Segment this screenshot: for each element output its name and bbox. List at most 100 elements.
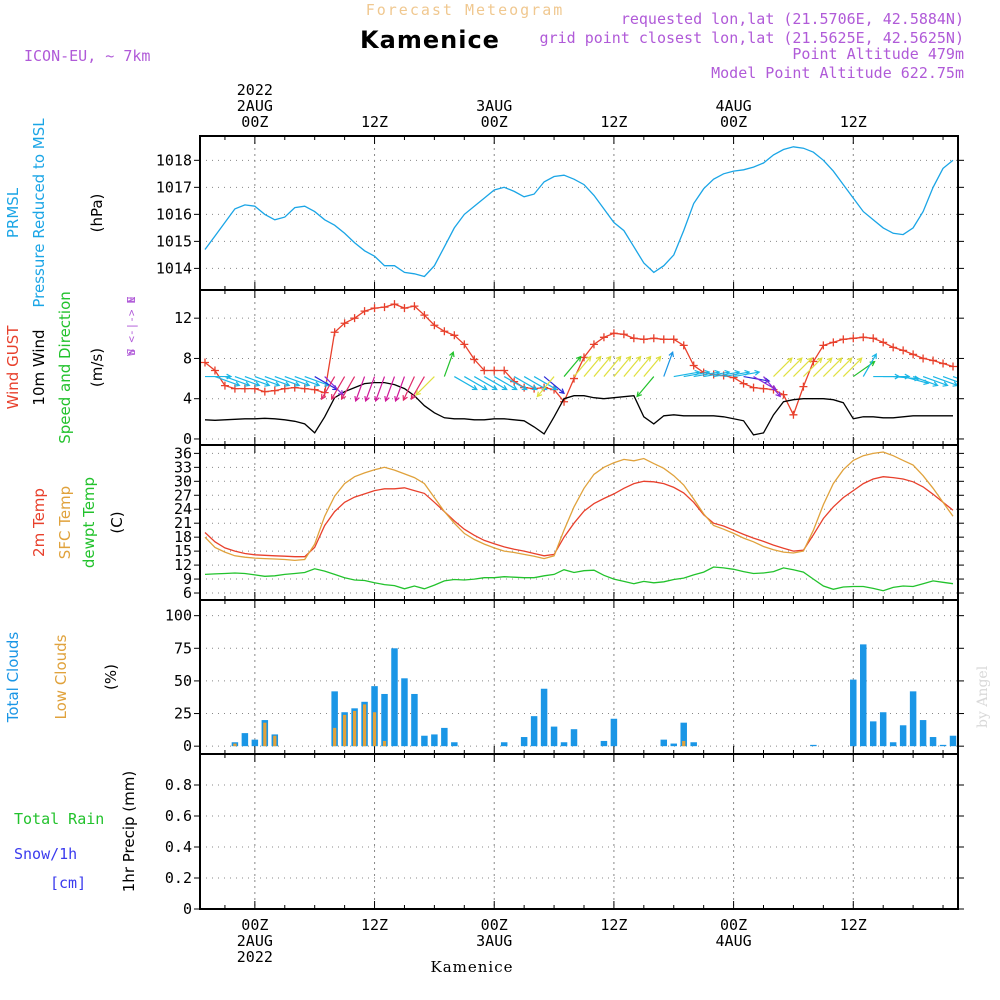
y-axis-label: Pressure Reduced to MSL [30,118,48,308]
wind-barb [214,375,241,387]
y-tick-label: 8 [183,349,192,367]
wind-barb [483,376,508,391]
gust-point [689,361,698,370]
y-tick-label: 33 [174,458,192,476]
wind-barb [354,376,366,403]
time-label-top: 00Z [720,113,747,131]
y-axis-label: Speed and Direction [56,291,74,444]
gust-point [350,314,359,323]
cloud-bar-total [810,744,817,747]
wind-barb [324,376,344,396]
y-tick-label: 15 [174,542,192,560]
y-tick-label: 4 [183,390,192,408]
cloud-bar-total [391,648,398,747]
cloud-bar-total [520,737,528,747]
model-name: ICON-EU, ~ 7km [24,47,150,65]
gust-point [380,303,389,312]
gust-point [669,335,678,344]
y-tick-label: 12 [174,556,192,574]
gust-point [659,335,668,344]
time-label-top: 2022 [237,81,273,99]
wind-barb [340,376,356,401]
cloud-bar-total [431,734,438,747]
y-axis-label: (C) [108,511,126,533]
wind-barb [633,355,652,377]
location-title: Kamenice [360,26,500,54]
model-altitude: Model Point Altitude 622.75m [711,64,964,82]
gust-point [460,340,469,349]
wind-barb [942,375,958,383]
gust-point [599,333,608,342]
y-axis-label: dewpt Temp [80,477,98,568]
cloud-bar-low [682,740,686,747]
wind-barb [533,376,558,391]
time-label-bottom: 4AUG [716,932,752,950]
gust-point [649,334,658,343]
wind-barb [563,355,582,377]
cloud-bar-total [251,739,259,747]
precip-legend-label: Total Rain [14,810,104,828]
gust-point [899,346,908,355]
y-axis-label: (m/s) [88,348,106,387]
wind-barb [493,376,518,391]
gust-point [410,302,419,311]
wind-barb [583,355,602,377]
cloud-bar-low [343,714,347,747]
wind-barb [294,375,321,387]
wind-barb [573,355,592,377]
cloud-bar-total [530,716,538,747]
time-label-top: 12Z [600,113,627,131]
cloud-bar-total [560,742,568,747]
gust-point [360,307,369,316]
cloud-bar-total [411,693,418,747]
wind-barb [733,369,761,378]
panel-frame [199,599,959,755]
wind-barb [284,375,311,387]
y-tick-label: 0.2 [165,869,192,887]
cloud-bar-total [670,743,677,747]
cloud-bar-total [929,737,937,747]
gust-point [939,359,948,368]
cloud-bar-low [372,712,377,747]
gust-point [869,334,878,343]
y-tick-label: 75 [174,639,192,657]
panel-pressure: 1014 1015 1016 1017 1018 PRMSL Pressure Reduce… [4,118,964,308]
gust-point [340,319,349,328]
wind-barb [832,357,853,377]
y-tick-label: 0 [183,430,192,448]
wind-barb [402,376,415,402]
cloud-bar-total [421,735,428,747]
cloud-bar-total [949,735,957,747]
gust-point [849,334,858,343]
time-label-bottom: 12Z [361,916,388,934]
y-axis-label: 10m Wind [30,329,48,405]
gust-point [270,386,279,395]
requested-coords: requested lon,lat (21.5706E, 42.5884N) [621,10,964,28]
cloud-bar-total [879,712,887,747]
gust-point [330,328,339,337]
gust-point [400,304,409,313]
series-line-2m Temp [204,476,954,558]
time-label-bottom: 00Z [241,916,268,934]
wind-barb [842,357,863,377]
y-tick-label: 0 [183,900,192,918]
wind-barb [364,376,376,403]
time-label-bottom: 00Z [481,916,508,934]
panel-precip: 0 0.2 0.4 0.6 0.8 Total Rain Snow/1h [cm] 1hr Pr… [14,753,964,918]
gust-point [949,362,958,371]
y-tick-label: 0.4 [165,838,192,856]
time-label-top: 2AUG [237,97,273,115]
time-label-bottom: 2022 [237,948,273,966]
gust-point [799,382,808,391]
cloud-bar-total [919,720,927,747]
time-label-top: 00Z [241,113,268,131]
wind-barb [536,376,555,398]
gust-point [310,385,319,394]
grid-coords: grid point closest lon,lat (21.5625E, 42… [540,29,964,47]
cloud-bar-low [273,735,277,747]
panel-body [200,300,958,436]
y-tick-label: 18 [174,528,192,546]
y-axis-label: (hPa) [88,194,106,233]
gust-point [260,387,269,396]
